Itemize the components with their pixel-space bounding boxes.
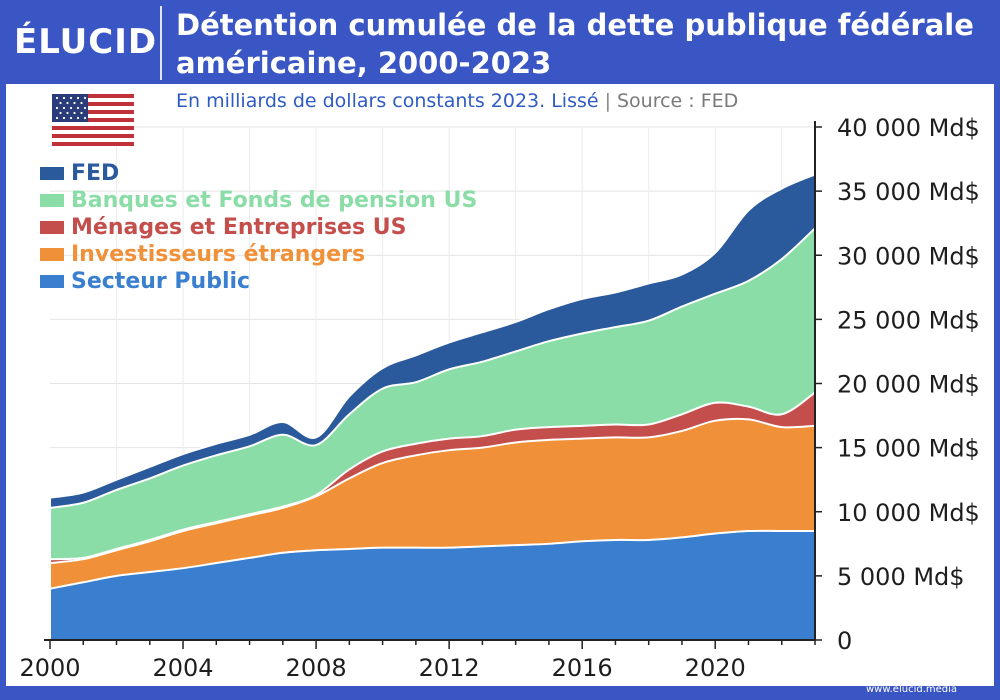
legend-item-fed: FED xyxy=(40,160,477,187)
header-bar: ÉLUCID Détention cumulée de la dette pub… xyxy=(0,0,1000,84)
legend-swatch-menages xyxy=(40,221,64,234)
subtitle-text: En milliards de dollars constants 2023. … xyxy=(176,90,599,112)
legend-swatch-fed xyxy=(40,167,64,180)
x-tick-label-2020: 2020 xyxy=(685,654,746,682)
x-tick-label-2012: 2012 xyxy=(419,654,480,682)
source-label: Source : FED xyxy=(616,90,739,112)
header-divider xyxy=(160,6,162,80)
us-flag-icon xyxy=(52,94,134,146)
legend-label-public: Secteur Public xyxy=(71,269,251,294)
x-tick-label-2000: 2000 xyxy=(19,654,80,682)
legend-swatch-public xyxy=(40,275,64,288)
legend-item-menages: Ménages et Entreprises US xyxy=(40,214,477,241)
y-tick-label-7: 35 000 Md$ xyxy=(837,178,980,206)
chart-title: Détention cumulée de la dette publique f… xyxy=(176,8,974,80)
credit-url: www.elucid.media xyxy=(866,684,958,695)
chart-subtitle: En milliards de dollars constants 2023. … xyxy=(176,90,738,112)
x-tick-label-2008: 2008 xyxy=(286,654,347,682)
y-tick-label-4: 20 000 Md$ xyxy=(837,371,980,399)
y-tick-label-0: 0 xyxy=(837,627,852,655)
legend-label-investisseurs: Investisseurs étrangers xyxy=(71,242,366,267)
legend-label-fed: FED xyxy=(71,161,120,186)
legend-item-investisseurs: Investisseurs étrangers xyxy=(40,241,477,268)
legend-item-banques: Banques et Fonds de pension US xyxy=(40,187,477,214)
y-tick-label-8: 40 000 Md$ xyxy=(837,114,980,142)
x-tick-label-2004: 2004 xyxy=(153,654,214,682)
legend-swatch-banques xyxy=(40,194,64,207)
y-tick-label-3: 15 000 Md$ xyxy=(837,435,980,463)
chart-legend: FED Banques et Fonds de pension US Ménag… xyxy=(40,160,477,295)
subtitle-separator: | xyxy=(604,90,611,112)
brand-logo: ÉLUCID xyxy=(14,22,158,62)
y-tick-label-5: 25 000 Md$ xyxy=(837,306,980,334)
area-public xyxy=(49,529,816,641)
y-tick-label-6: 30 000 Md$ xyxy=(837,242,980,270)
legend-item-public: Secteur Public xyxy=(40,268,477,295)
legend-label-menages: Ménages et Entreprises US xyxy=(71,215,407,240)
y-tick-label-2: 10 000 Md$ xyxy=(837,499,980,527)
legend-label-banques: Banques et Fonds de pension US xyxy=(71,188,478,213)
y-tick-label-1: 5 000 Md$ xyxy=(837,563,965,591)
legend-swatch-investisseurs xyxy=(40,248,64,261)
x-tick-label-2016: 2016 xyxy=(552,654,613,682)
